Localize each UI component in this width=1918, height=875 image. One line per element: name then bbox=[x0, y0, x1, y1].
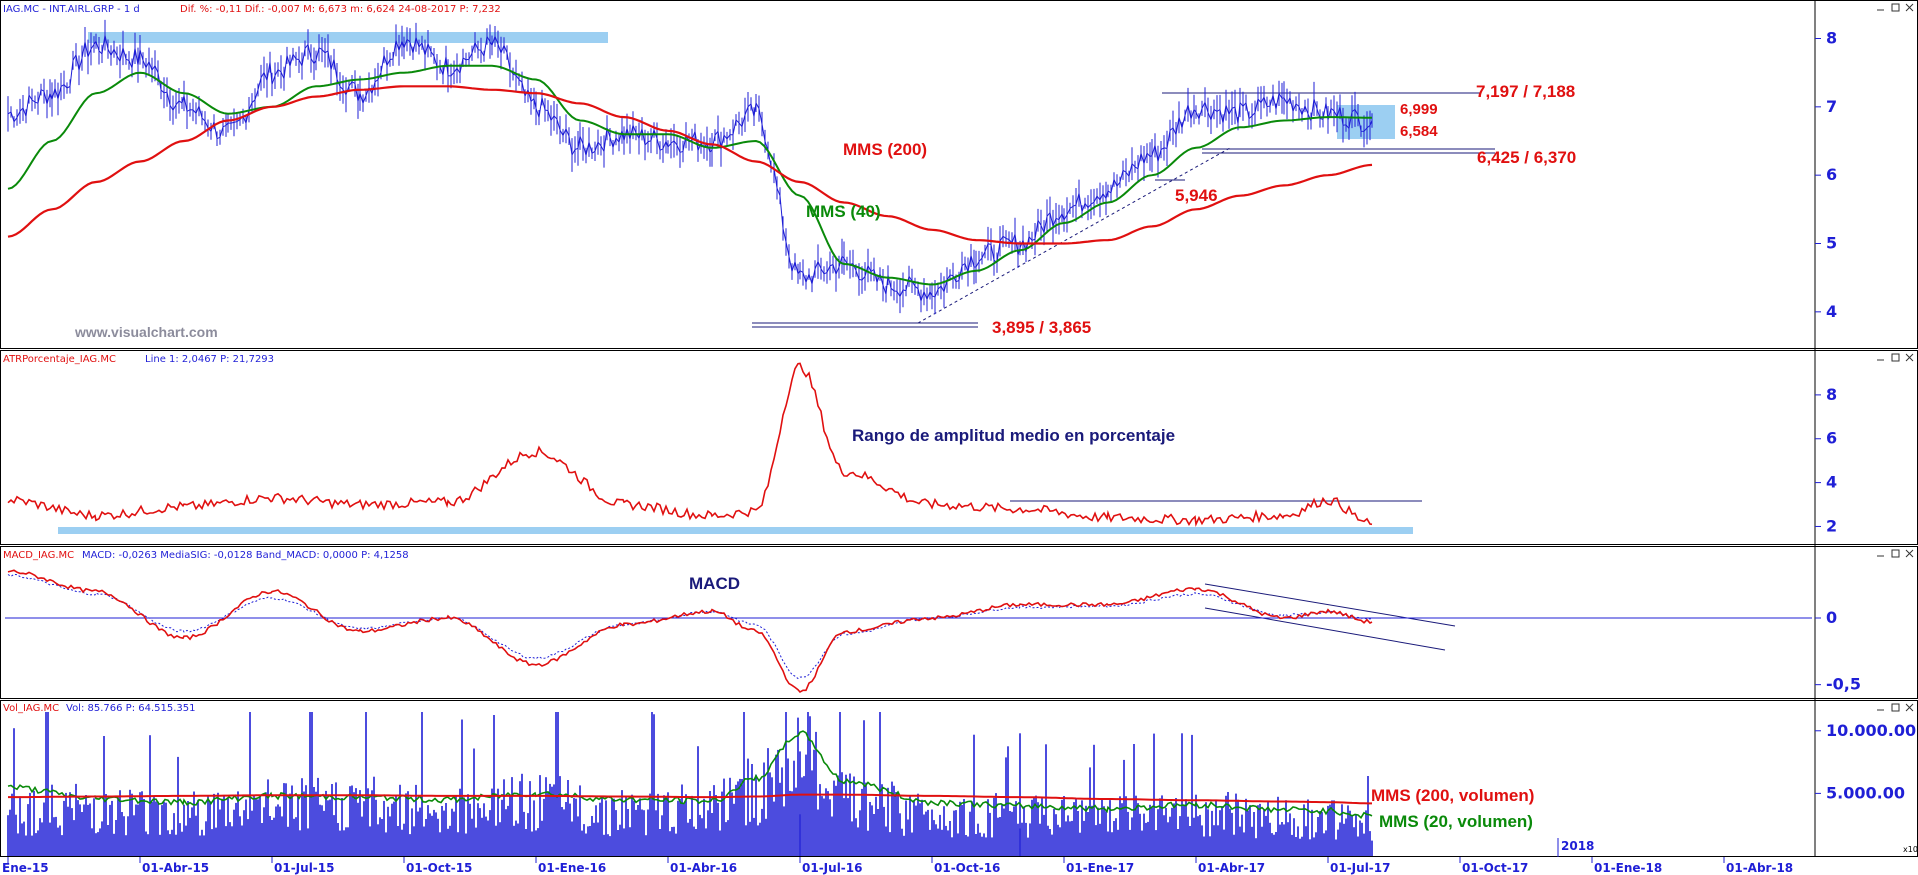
restore-icon[interactable] bbox=[1891, 703, 1900, 712]
restore-icon[interactable] bbox=[1891, 353, 1900, 362]
atr-header-name: ATRPorcentaje_IAG.MC bbox=[3, 354, 116, 365]
x-tick-label: 01-Ene-16 bbox=[538, 861, 606, 875]
pullback-label: 5,946 bbox=[1175, 186, 1218, 205]
atr-window-buttons bbox=[1877, 353, 1914, 362]
price-window-buttons bbox=[1877, 3, 1914, 12]
atr-line bbox=[7, 362, 1373, 528]
price-y-tick-label: 8 bbox=[1826, 29, 1837, 48]
x-tick-label: 01-Abr-15 bbox=[142, 861, 209, 875]
volume-y-tick-label: 5.000.00 bbox=[1826, 783, 1905, 802]
mms40-line bbox=[7, 64, 1372, 286]
annotations: MMS (200) MMS (40) 7,197 / 7,188 6,999 6… bbox=[74, 82, 1576, 831]
consolidation-box bbox=[1337, 105, 1395, 139]
atr-y-tick-label: 6 bbox=[1826, 429, 1837, 448]
low-label: 3,895 / 3,865 bbox=[992, 318, 1091, 337]
macd-panel-frame bbox=[0, 546, 1918, 699]
macd-header-name: MACD_IAG.MC bbox=[3, 550, 74, 561]
volume-header-values: Vol: 85.766 P: 64.515.351 bbox=[66, 703, 196, 714]
x-tick-label: 01-Abr-18 bbox=[1726, 861, 1793, 875]
atr-highlight-band bbox=[58, 527, 1413, 534]
box-top-label: 6,999 bbox=[1400, 101, 1438, 118]
resistance-label: 7,197 / 7,188 bbox=[1476, 82, 1575, 101]
x-tick-label: 01-Jul-17 bbox=[1330, 861, 1390, 875]
atr-header-values: Line 1: 2,0467 P: 21,7293 bbox=[145, 354, 274, 365]
vol200-label: MMS (200, volumen) bbox=[1371, 786, 1534, 805]
price-y-tick-label: 4 bbox=[1826, 302, 1837, 321]
price-header-values: Dif. %: -0,11 Dif.: -0,007 M: 6,673 m: 6… bbox=[180, 4, 501, 15]
series-layer bbox=[7, 19, 1373, 819]
vol-mms20-line bbox=[7, 730, 1373, 819]
box-bottom-label: 6,584 bbox=[1400, 123, 1438, 140]
close-icon[interactable] bbox=[1905, 353, 1914, 362]
close-icon[interactable] bbox=[1905, 703, 1914, 712]
x-tick-label: Ene-15 bbox=[2, 861, 49, 875]
price-overlays bbox=[88, 32, 1495, 328]
x-tick-label: 01-Ene-18 bbox=[1594, 861, 1662, 875]
macd-title: MACD bbox=[689, 574, 740, 593]
vol20-label: MMS (20, volumen) bbox=[1379, 812, 1533, 831]
uptrend-line bbox=[917, 147, 1231, 324]
x-tick-label: 01-Oct-17 bbox=[1462, 861, 1528, 875]
restore-icon[interactable] bbox=[1891, 3, 1900, 12]
volume-scale-corner: x10 bbox=[1903, 845, 1918, 854]
mms200-label: MMS (200) bbox=[843, 140, 927, 159]
atr-panel-frame bbox=[0, 350, 1918, 545]
vol-mms200-line bbox=[8, 793, 1372, 805]
y-axis-ticks: 8 7 6 5 4 8 6 4 2 0 -0,5 10.000.00 5.000.00 bbox=[1815, 29, 1916, 802]
volume-header-name: Vol_IAG.MC bbox=[3, 703, 59, 714]
x-axis: Ene-15 01-Abr-15 01-Jul-15 01-Oct-15 01-Ene-… bbox=[2, 857, 1793, 875]
x-tick-label: 01-Oct-16 bbox=[934, 861, 1000, 875]
macd-signal-line bbox=[7, 573, 1373, 680]
x-tick-label: 01-Jul-16 bbox=[802, 861, 862, 875]
macd-y-tick-label: -0,5 bbox=[1826, 675, 1861, 694]
x-tick-label: 01-Jul-15 bbox=[274, 861, 334, 875]
macd-window-buttons bbox=[1877, 549, 1914, 558]
atr-y-tick-label: 2 bbox=[1826, 516, 1837, 535]
x-tick-label: 01-Abr-16 bbox=[670, 861, 737, 875]
volume-y-tick-label: 10.000.00 bbox=[1826, 721, 1916, 740]
price-y-tick-label: 6 bbox=[1826, 165, 1837, 184]
atr-y-tick-label: 8 bbox=[1826, 385, 1837, 404]
macd-channel-upper bbox=[1204, 583, 1456, 627]
watermark: www.visualchart.com bbox=[74, 324, 218, 340]
mms200-line bbox=[7, 85, 1373, 245]
x-tick-label: 01-Oct-15 bbox=[406, 861, 472, 875]
close-icon[interactable] bbox=[1905, 549, 1914, 558]
x-axis-year-label: 2018 bbox=[1561, 839, 1594, 853]
close-icon[interactable] bbox=[1905, 3, 1914, 12]
macd-channel-lower bbox=[1204, 607, 1446, 651]
panel-window-buttons bbox=[1877, 3, 1914, 712]
macd-header-values: MACD: -0,0263 MediaSIG: -0,0128 Band_MAC… bbox=[82, 550, 409, 561]
macd-overlays bbox=[1204, 583, 1456, 651]
panel-headers: IAG.MC - INT.AIRL.GRP - 1 d Dif. %: -0,1… bbox=[3, 4, 501, 714]
volume-bars bbox=[7, 712, 1373, 856]
volume-window-buttons bbox=[1877, 703, 1914, 712]
atr-y-tick-label: 4 bbox=[1826, 473, 1837, 492]
mms40-label: MMS (40) bbox=[806, 202, 881, 221]
support-label: 6,425 / 6,370 bbox=[1477, 148, 1576, 167]
top-highlight-band bbox=[88, 32, 608, 43]
x-tick-label: 01-Ene-17 bbox=[1066, 861, 1134, 875]
macd-line bbox=[7, 569, 1373, 694]
x-tick-label: 01-Abr-17 bbox=[1198, 861, 1265, 875]
atr-overlays bbox=[58, 500, 1422, 534]
price-y-tick-label: 5 bbox=[1826, 234, 1837, 253]
price-header-name: IAG.MC - INT.AIRL.GRP - 1 d bbox=[3, 4, 140, 15]
restore-icon[interactable] bbox=[1891, 549, 1900, 558]
price-panel-frame bbox=[0, 0, 1918, 349]
price-y-tick-label: 7 bbox=[1826, 97, 1837, 116]
macd-y-tick-label: 0 bbox=[1826, 608, 1837, 627]
atr-title: Rango de amplitud medio en porcentaje bbox=[852, 426, 1175, 445]
